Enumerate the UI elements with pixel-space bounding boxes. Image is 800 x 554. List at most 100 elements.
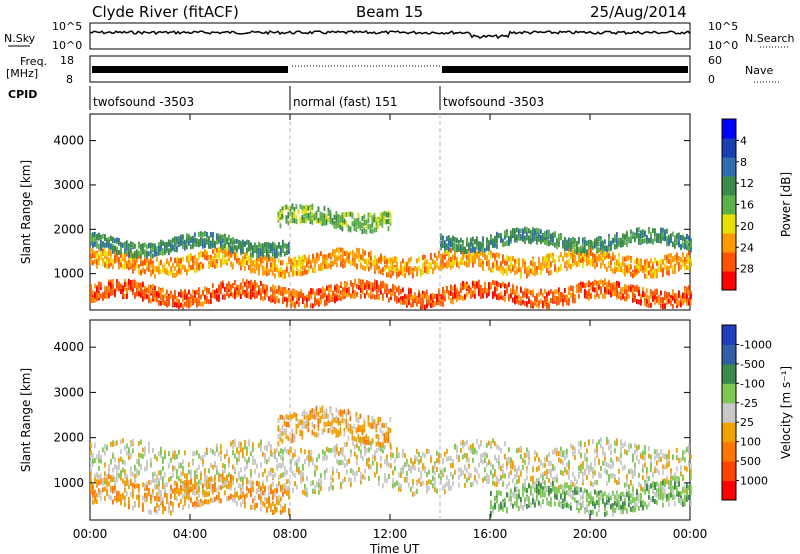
data-cell [198,301,200,307]
data-cell [396,447,398,453]
data-cell [126,263,128,269]
data-cell [492,464,494,470]
data-cell [216,247,218,253]
data-cell [206,298,208,304]
data-cell [440,233,442,239]
data-cell [568,242,570,248]
data-cell [374,450,376,456]
data-cell [488,242,490,248]
data-cell [122,256,124,262]
data-cell [104,246,106,252]
data-cell [398,472,400,478]
data-cell [542,233,544,238]
data-cell [574,260,576,266]
data-cell [428,299,430,305]
data-cell [406,262,408,268]
data-cell [634,237,636,243]
data-cell [202,252,204,258]
data-cell [532,292,534,298]
data-cell [680,243,682,249]
data-cell [348,289,350,295]
data-cell [548,254,550,260]
data-cell [118,264,120,270]
data-cell [492,267,494,273]
data-cell [216,288,218,294]
data-cell [638,232,640,238]
data-cell [266,266,268,272]
data-cell [418,478,420,484]
data-cell [344,286,346,292]
data-cell [291,212,294,218]
data-cell [522,258,524,264]
data-cell [432,267,434,273]
data-cell [236,290,238,296]
data-cell [234,453,236,459]
data-cell [458,291,460,297]
data-cell [208,236,210,242]
data-cell [212,242,214,248]
data-cell [630,236,632,242]
data-cell [314,267,316,273]
data-cell [604,293,606,299]
data-cell [310,303,312,309]
data-cell [492,438,494,444]
data-cell [672,303,674,309]
data-cell [330,287,332,293]
data-cell [382,267,384,273]
data-cell [448,455,450,461]
data-cell [337,214,340,220]
data-cell [506,260,508,266]
data-cell [214,243,216,249]
data-cell [546,304,548,309]
data-cell [126,244,128,250]
data-cell [528,238,530,244]
data-cell [212,449,214,455]
data-cell [458,295,460,301]
data-cell [96,252,98,258]
data-cell [504,230,506,236]
data-cell [528,289,530,295]
data-cell [242,241,244,247]
data-cell [307,215,310,221]
data-cell [394,267,396,273]
data-cell [126,282,128,287]
data-cell [286,249,288,255]
data-cell [264,458,266,464]
data-cell [402,448,404,454]
data-cell [586,261,588,266]
data-cell [180,263,182,269]
data-cell [662,269,664,275]
data-cell [178,449,180,455]
freq-panel [89,55,691,83]
data-cell [326,254,328,260]
data-cell [498,460,500,466]
data-cell [656,273,658,279]
data-cell [260,251,262,257]
data-cell [382,256,384,262]
data-cell [452,474,454,480]
data-cell [341,221,344,227]
data-cell [300,291,302,297]
data-cell [504,296,506,302]
data-cell [346,292,348,298]
data-cell [184,301,186,307]
data-cell [500,232,502,238]
data-cell [456,237,458,243]
data-cell [494,471,496,477]
data-cell [286,448,288,454]
data-cell [210,462,212,468]
data-cell [536,236,538,242]
data-cell [584,244,586,250]
data-cell [200,250,202,256]
data-cell [480,262,482,268]
data-cell [586,252,588,258]
data-cell [166,295,168,301]
data-cell [284,288,286,294]
data-cell [490,282,492,288]
data-cell [310,263,312,269]
data-cell [278,480,280,486]
data-cell [134,473,136,479]
data-cell [174,273,176,278]
data-cell [524,235,526,241]
data-cell [274,262,276,268]
